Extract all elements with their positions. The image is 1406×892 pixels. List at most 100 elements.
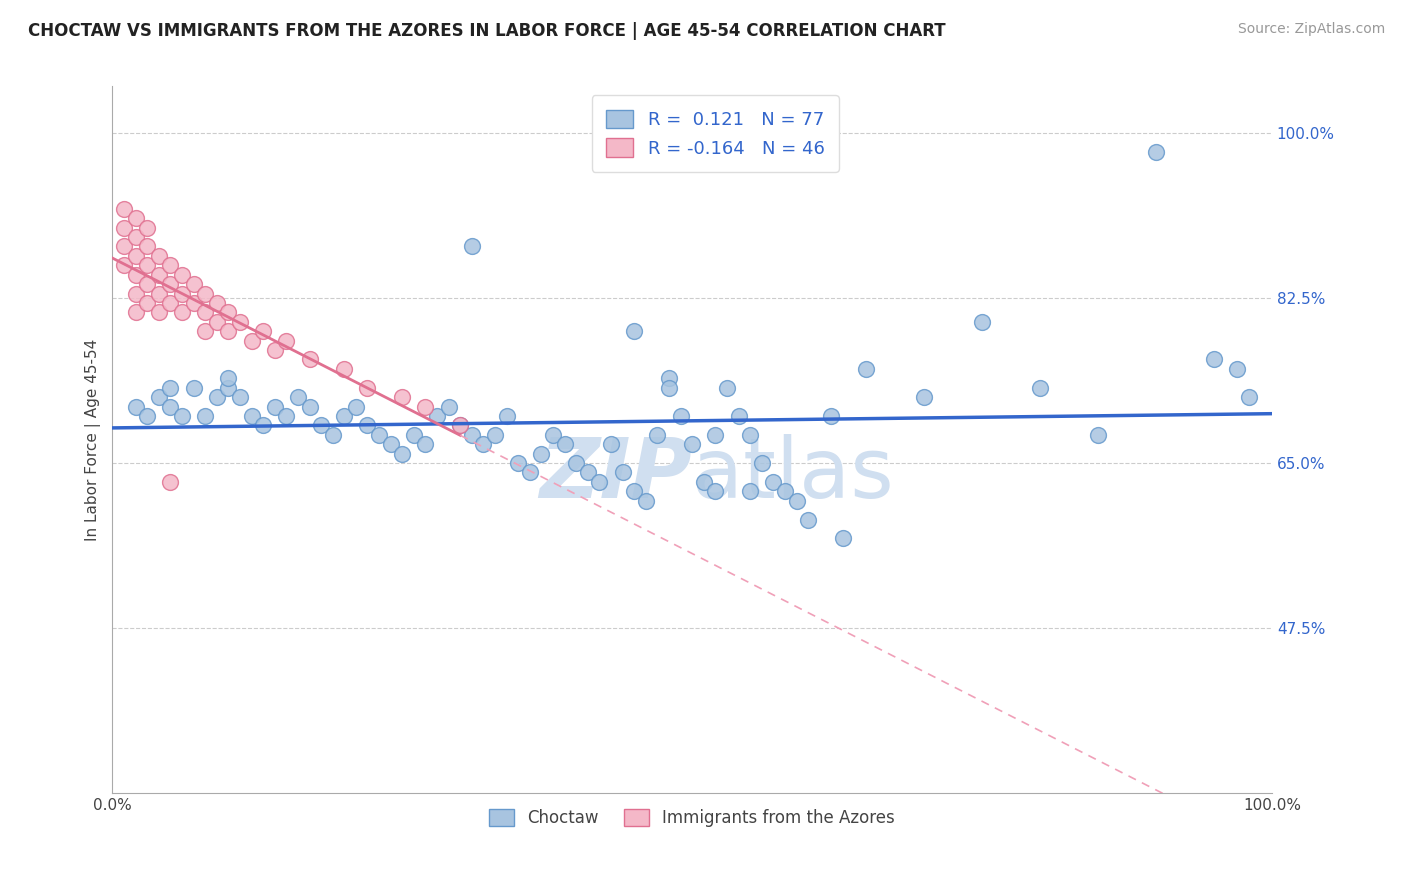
Point bbox=[205, 390, 228, 404]
Point bbox=[124, 268, 146, 282]
Point bbox=[276, 334, 298, 348]
Point bbox=[612, 466, 634, 480]
Point bbox=[437, 400, 460, 414]
Point bbox=[159, 475, 181, 489]
Point bbox=[1087, 427, 1109, 442]
Point bbox=[124, 400, 146, 414]
Point bbox=[287, 390, 309, 404]
Point bbox=[623, 324, 645, 338]
Point bbox=[148, 268, 170, 282]
Point bbox=[356, 381, 378, 395]
Point bbox=[356, 418, 378, 433]
Point bbox=[647, 427, 669, 442]
Point bbox=[229, 390, 252, 404]
Point bbox=[276, 409, 298, 423]
Point bbox=[170, 409, 193, 423]
Point bbox=[669, 409, 692, 423]
Point bbox=[205, 315, 228, 329]
Point bbox=[623, 484, 645, 499]
Text: Source: ZipAtlas.com: Source: ZipAtlas.com bbox=[1237, 22, 1385, 37]
Point bbox=[773, 484, 796, 499]
Point bbox=[391, 390, 413, 404]
Point bbox=[170, 268, 193, 282]
Point bbox=[658, 381, 681, 395]
Point bbox=[472, 437, 495, 451]
Point bbox=[426, 409, 449, 423]
Point bbox=[740, 427, 762, 442]
Point bbox=[449, 418, 471, 433]
Point bbox=[148, 286, 170, 301]
Text: atlas: atlas bbox=[692, 434, 894, 516]
Point bbox=[240, 334, 263, 348]
Point bbox=[159, 400, 181, 414]
Point bbox=[333, 362, 356, 376]
Point bbox=[170, 305, 193, 319]
Point bbox=[217, 381, 239, 395]
Point bbox=[484, 427, 506, 442]
Point bbox=[194, 305, 217, 319]
Point bbox=[391, 447, 413, 461]
Point bbox=[252, 324, 274, 338]
Point bbox=[762, 475, 785, 489]
Point bbox=[681, 437, 703, 451]
Point bbox=[1144, 145, 1167, 160]
Point bbox=[704, 427, 727, 442]
Point bbox=[322, 427, 344, 442]
Point bbox=[124, 211, 146, 226]
Point bbox=[554, 437, 576, 451]
Point bbox=[565, 456, 588, 470]
Point bbox=[136, 220, 159, 235]
Point bbox=[820, 409, 842, 423]
Point bbox=[380, 437, 402, 451]
Point bbox=[333, 409, 356, 423]
Point bbox=[541, 427, 564, 442]
Point bbox=[415, 437, 437, 451]
Point bbox=[112, 258, 135, 272]
Point bbox=[298, 400, 321, 414]
Point bbox=[263, 400, 285, 414]
Point bbox=[183, 277, 205, 292]
Point bbox=[148, 305, 170, 319]
Point bbox=[1226, 362, 1249, 376]
Point bbox=[1237, 390, 1260, 404]
Point bbox=[148, 390, 170, 404]
Point bbox=[461, 239, 484, 253]
Point bbox=[970, 315, 993, 329]
Point bbox=[368, 427, 391, 442]
Point bbox=[1029, 381, 1052, 395]
Text: ZIP: ZIP bbox=[540, 434, 692, 516]
Point bbox=[136, 239, 159, 253]
Point bbox=[136, 409, 159, 423]
Legend: Choctaw, Immigrants from the Azores: Choctaw, Immigrants from the Azores bbox=[482, 802, 901, 834]
Point bbox=[704, 484, 727, 499]
Point bbox=[519, 466, 541, 480]
Point bbox=[530, 447, 553, 461]
Point bbox=[855, 362, 877, 376]
Point bbox=[415, 400, 437, 414]
Point bbox=[159, 258, 181, 272]
Point bbox=[786, 493, 808, 508]
Point bbox=[495, 409, 517, 423]
Point bbox=[576, 466, 599, 480]
Point bbox=[112, 239, 135, 253]
Point bbox=[309, 418, 332, 433]
Point bbox=[124, 249, 146, 263]
Point bbox=[229, 315, 252, 329]
Point bbox=[402, 427, 425, 442]
Point bbox=[1202, 352, 1225, 367]
Point bbox=[693, 475, 716, 489]
Point bbox=[112, 220, 135, 235]
Point bbox=[136, 296, 159, 310]
Point bbox=[217, 324, 239, 338]
Point bbox=[205, 296, 228, 310]
Point bbox=[716, 381, 738, 395]
Point bbox=[634, 493, 657, 508]
Point bbox=[217, 305, 239, 319]
Point bbox=[112, 202, 135, 216]
Point bbox=[194, 286, 217, 301]
Point bbox=[183, 381, 205, 395]
Point bbox=[600, 437, 623, 451]
Point bbox=[124, 230, 146, 244]
Point bbox=[124, 286, 146, 301]
Point bbox=[344, 400, 367, 414]
